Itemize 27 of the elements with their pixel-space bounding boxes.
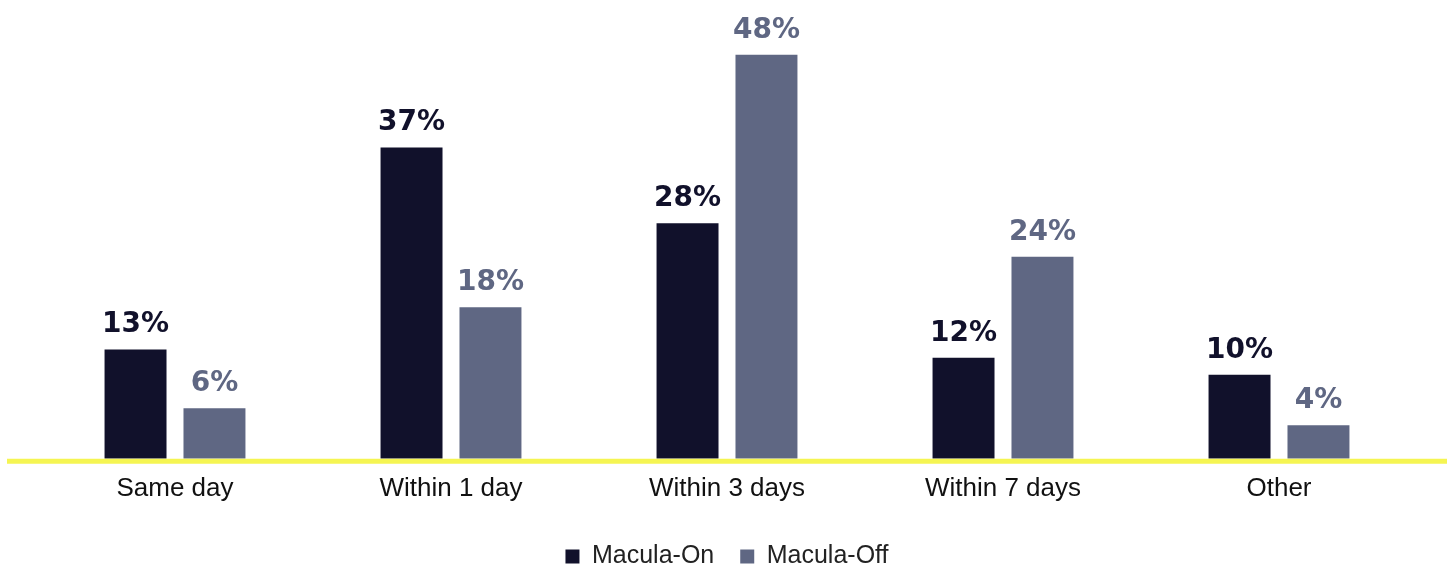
legend-label: Macula-On [591, 540, 715, 569]
bar [1011, 256, 1074, 459]
bar [459, 307, 522, 459]
x-tick-label: Other [1246, 471, 1312, 502]
data-label: 4% [1294, 382, 1343, 416]
data-label: 12% [930, 314, 998, 348]
data-label: 37% [378, 104, 446, 138]
x-tick-label: Within 3 days [648, 471, 806, 502]
data-label: 24% [1008, 213, 1076, 247]
x-tick-label: Same day [116, 471, 234, 502]
bar [1287, 425, 1350, 459]
x-tick-label: Within 7 days [924, 471, 1082, 502]
legend-label: Macula-Off [766, 540, 889, 569]
data-label: 18% [456, 264, 524, 298]
bar [735, 54, 798, 459]
bar [656, 223, 719, 459]
data-label: 10% [1206, 331, 1274, 365]
x-tick-label: Within 1 day [379, 471, 523, 502]
bar [1208, 374, 1271, 459]
data-label: 48% [732, 11, 800, 45]
bar [183, 408, 246, 459]
bar [380, 147, 443, 459]
bar [104, 349, 167, 459]
data-label: 6% [190, 365, 239, 399]
data-label: 13% [102, 306, 170, 340]
data-label: 28% [654, 180, 722, 214]
bar [932, 357, 995, 459]
